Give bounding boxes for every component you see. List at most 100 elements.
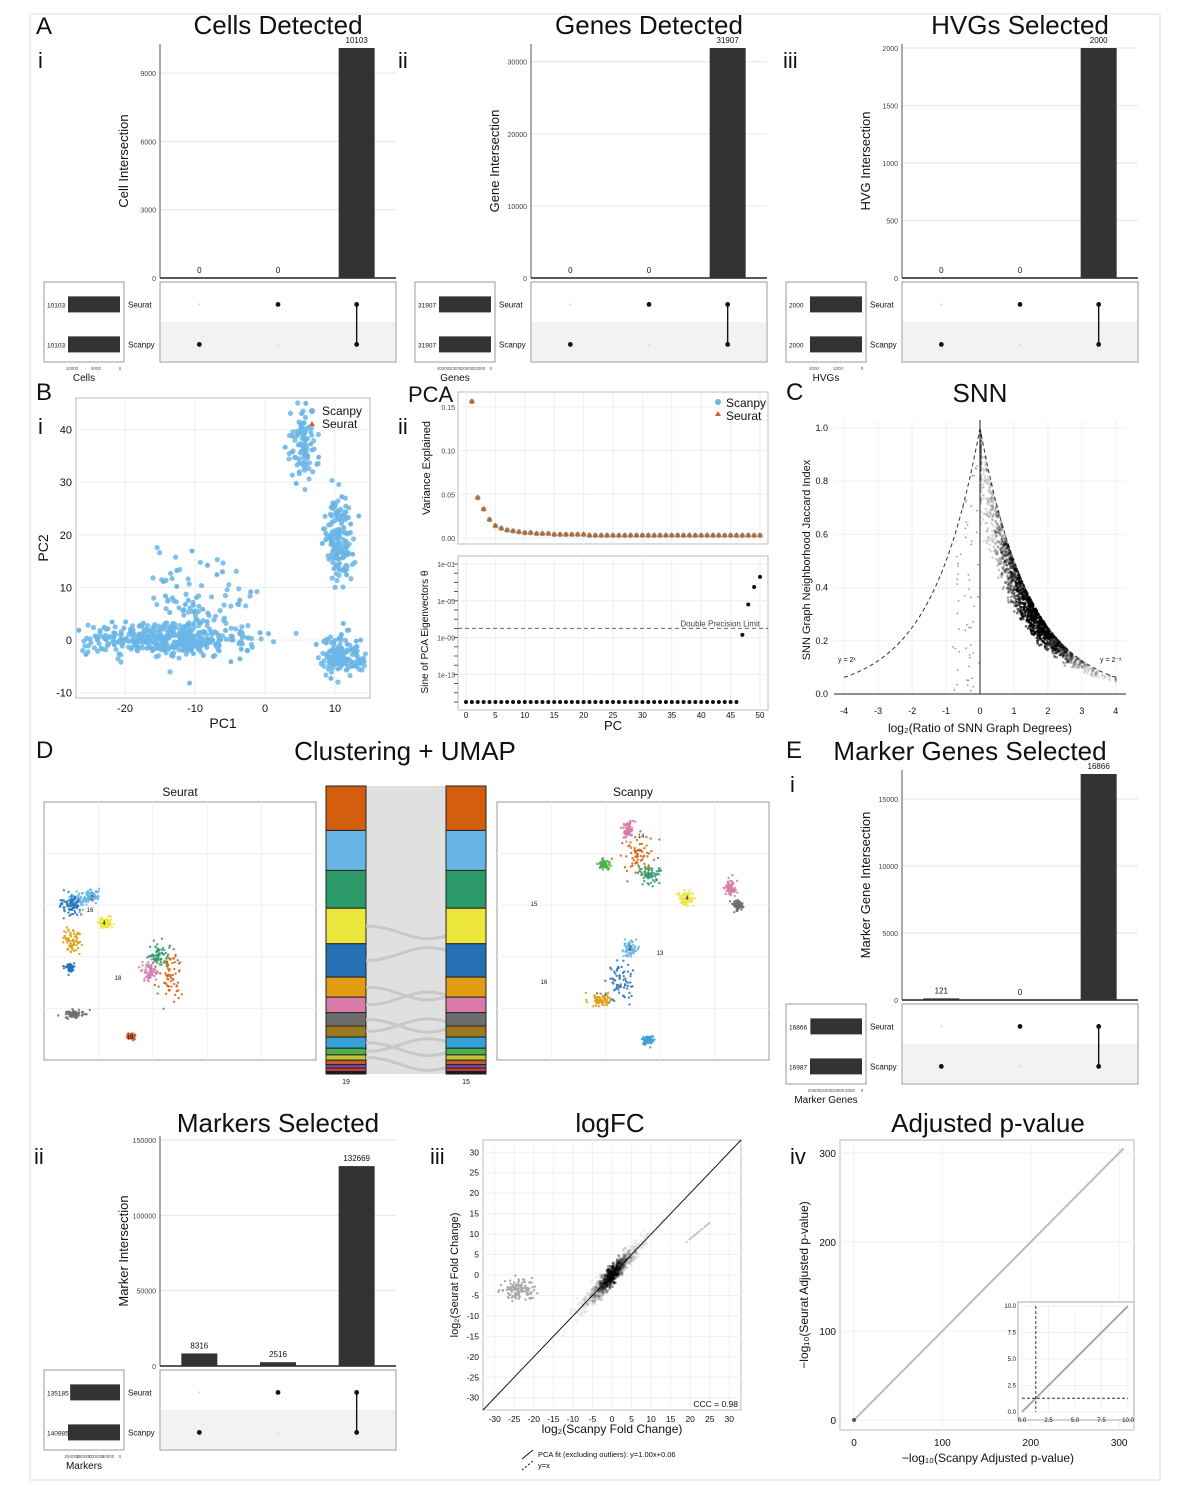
umap-point	[637, 848, 640, 852]
scanpy-point	[357, 637, 364, 643]
scanpy-point	[257, 630, 263, 636]
snn-point	[984, 467, 988, 471]
snn-point	[1009, 595, 1013, 599]
snn-point	[1051, 636, 1054, 639]
umap-point	[169, 980, 173, 983]
snn-point	[1006, 585, 1010, 589]
scanpy-point	[301, 447, 307, 453]
umap-point	[686, 895, 689, 899]
logfc-point	[612, 1281, 616, 1285]
snn-point	[979, 472, 982, 475]
snn-point	[1091, 668, 1095, 672]
umap-point	[585, 998, 588, 1002]
scanpy-point	[304, 436, 310, 442]
snn-point	[979, 454, 982, 458]
umap-point	[168, 946, 171, 949]
snn-point	[1044, 642, 1048, 646]
umap-point	[72, 943, 76, 947]
umap-point	[624, 977, 627, 980]
snn-point	[958, 650, 960, 653]
chart-title: Genes Detected	[555, 10, 743, 40]
snn-point	[987, 497, 990, 501]
snn-point	[1096, 673, 1099, 676]
umap-point	[628, 822, 632, 825]
umap-point	[147, 961, 150, 964]
umap-point	[629, 851, 633, 855]
scanpy-point	[313, 641, 319, 647]
scanpy-point	[148, 645, 154, 651]
umap-point	[624, 836, 627, 839]
snn-point	[1070, 657, 1074, 661]
snn-point	[1073, 663, 1077, 667]
snn-point	[1000, 551, 1003, 555]
umap-point	[160, 937, 164, 940]
bar	[181, 1353, 218, 1366]
snn-point	[1062, 646, 1065, 649]
snn-point	[1069, 659, 1073, 662]
bar-value-label: 0	[647, 266, 652, 275]
snn-point	[1016, 610, 1020, 613]
snn-point	[1066, 660, 1069, 663]
seurat-point	[474, 494, 481, 500]
umap-point	[177, 962, 181, 965]
bar-value-label: 0	[939, 266, 944, 275]
umap-point	[67, 937, 70, 940]
seurat-point	[480, 505, 487, 511]
scanpy-point	[173, 599, 179, 605]
snn-point	[979, 456, 982, 459]
seurat-point	[551, 531, 558, 537]
y-tick-label: 0	[152, 1364, 156, 1371]
snn-point	[1082, 661, 1086, 665]
matrix-band	[161, 322, 395, 361]
snn-point	[1010, 566, 1014, 570]
snn-point	[1061, 650, 1065, 654]
snn-point	[1012, 567, 1016, 571]
y-tick-label: 0	[523, 276, 527, 283]
umap-point	[170, 985, 173, 988]
set-size-tick: 5000	[845, 1088, 856, 1093]
seurat-point	[674, 532, 681, 538]
y-tick-label: 0.4	[815, 583, 828, 593]
snn-point	[1001, 587, 1005, 591]
umap-point	[604, 979, 607, 983]
scanpy-point	[191, 625, 197, 631]
sine-point	[669, 700, 674, 704]
snn-point	[1027, 603, 1031, 606]
snn-point	[1000, 537, 1003, 541]
snn-point	[1064, 649, 1067, 653]
snn-point	[1059, 644, 1063, 647]
snn-point	[979, 446, 982, 449]
snn-point	[976, 509, 979, 512]
y-tick-label: 15000	[879, 797, 899, 804]
snn-point	[956, 565, 959, 567]
snn-point	[996, 559, 999, 563]
scanpy-point	[213, 630, 220, 636]
snn-point	[979, 448, 982, 452]
snn-point	[988, 543, 992, 546]
snn-point	[984, 460, 988, 464]
umap-point	[152, 967, 155, 971]
scanpy-point	[207, 626, 213, 633]
umap-point	[638, 842, 642, 846]
umap-point	[594, 1004, 598, 1007]
umap-point	[726, 880, 730, 884]
snn-point	[1009, 564, 1013, 568]
snn-point	[1010, 558, 1013, 562]
seurat-point	[610, 532, 616, 538]
scanpy-point	[239, 624, 245, 630]
snn-point	[1006, 543, 1010, 546]
umap-point	[729, 887, 732, 891]
snn-point	[996, 527, 999, 531]
umap-point	[640, 867, 643, 871]
umap-point	[167, 953, 170, 956]
snn-point	[966, 679, 968, 682]
snn-point	[1004, 554, 1007, 558]
scanpy-point	[186, 581, 192, 587]
snn-point	[956, 583, 959, 585]
plot-frame	[75, 397, 371, 699]
snn-point	[1070, 653, 1073, 656]
snn-point	[1077, 663, 1081, 667]
snn-point	[999, 556, 1002, 560]
snn-point	[1007, 547, 1010, 551]
